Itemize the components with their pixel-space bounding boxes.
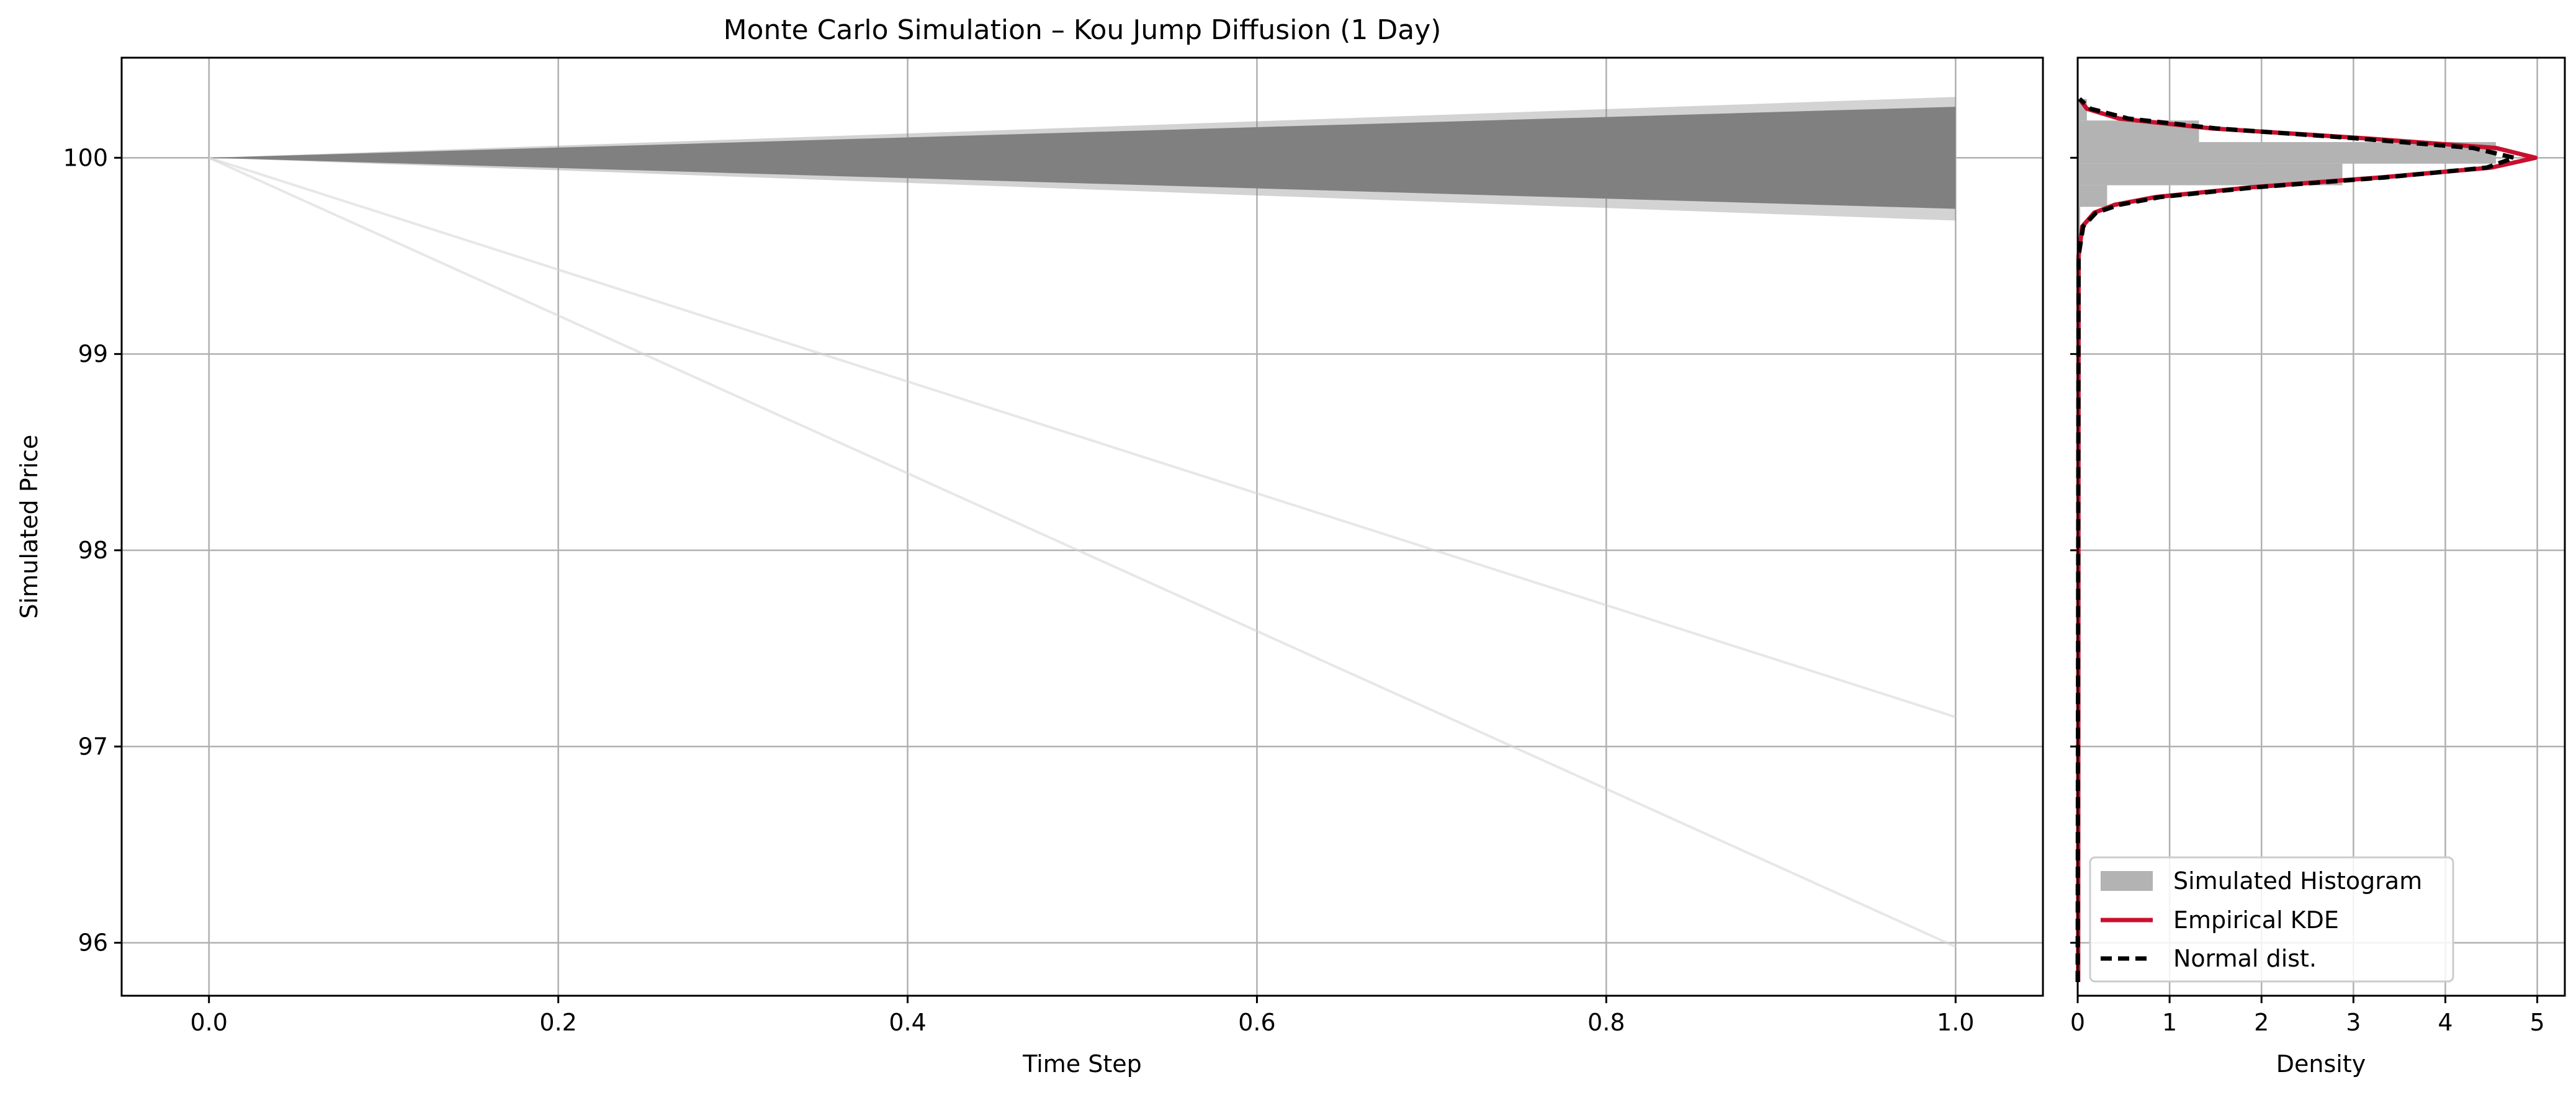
main-y-ticks: 96 97 98 99 100 [63, 144, 122, 957]
main-x-tick-label: 0.4 [889, 1009, 926, 1036]
main-x-ticks: 0.0 0.2 0.4 0.6 0.8 1.0 [191, 996, 1974, 1036]
main-x-tick-label: 0.6 [1238, 1009, 1275, 1036]
jump-path-line [208, 156, 1957, 948]
main-x-tick-label: 0.2 [539, 1009, 577, 1036]
y-axis-label: Simulated Price [16, 435, 43, 619]
jump-path-line [209, 156, 1956, 718]
jump-paths [208, 156, 1957, 948]
legend: Simulated Histogram Empirical KDE Normal… [2089, 856, 2454, 983]
density-axes-frame [2076, 56, 2566, 997]
legend-histogram-label: Simulated Histogram [2173, 867, 2422, 895]
density-panel: 0 1 2 3 4 5 Density Simulated Histogram Empir… [2070, 56, 2566, 1078]
main-y-tick-label: 98 [78, 537, 108, 564]
x-axis-label: Time Step [1022, 1050, 1142, 1078]
density-x-tick-label: 5 [2529, 1009, 2544, 1036]
diffusion-fan-dense [209, 107, 1956, 209]
main-price-paths-panel: 0.0 0.2 0.4 0.6 0.8 1.0 96 97 98 99 100 Monte Car… [16, 14, 2044, 1078]
density-x-tick-label: 1 [2162, 1009, 2177, 1036]
density-curves [2075, 97, 2538, 982]
legend-box [2089, 856, 2454, 983]
density-x-tick-label: 4 [2438, 1009, 2453, 1036]
density-axis-label: Density [2276, 1050, 2366, 1078]
histogram-bar [2078, 185, 2107, 207]
density-x-ticks: 0 1 2 3 4 5 [2070, 996, 2545, 1036]
normal-dist-line [2075, 97, 2517, 982]
main-y-tick-label: 99 [78, 341, 108, 368]
main-axes-frame [120, 56, 2044, 997]
main-y-tick-label: 97 [78, 733, 108, 760]
density-x-tick-label: 3 [2346, 1009, 2361, 1036]
legend-kde-label: Empirical KDE [2173, 906, 2339, 934]
main-x-tick-label: 0.0 [191, 1009, 228, 1036]
diffusion-path-fan [209, 97, 1956, 221]
density-x-tick-label: 0 [2070, 1009, 2085, 1036]
main-x-tick-label: 0.8 [1587, 1009, 1625, 1036]
legend-normal-label: Normal dist. [2173, 945, 2317, 972]
main-x-tick-label: 1.0 [1937, 1009, 1974, 1036]
chart-title: Monte Carlo Simulation – Kou Jump Diffus… [724, 14, 1442, 46]
density-x-tick-label: 2 [2254, 1009, 2269, 1036]
main-y-tick-label: 96 [78, 929, 108, 957]
main-y-tick-label: 100 [63, 144, 108, 171]
legend-histogram-swatch [2101, 871, 2153, 891]
